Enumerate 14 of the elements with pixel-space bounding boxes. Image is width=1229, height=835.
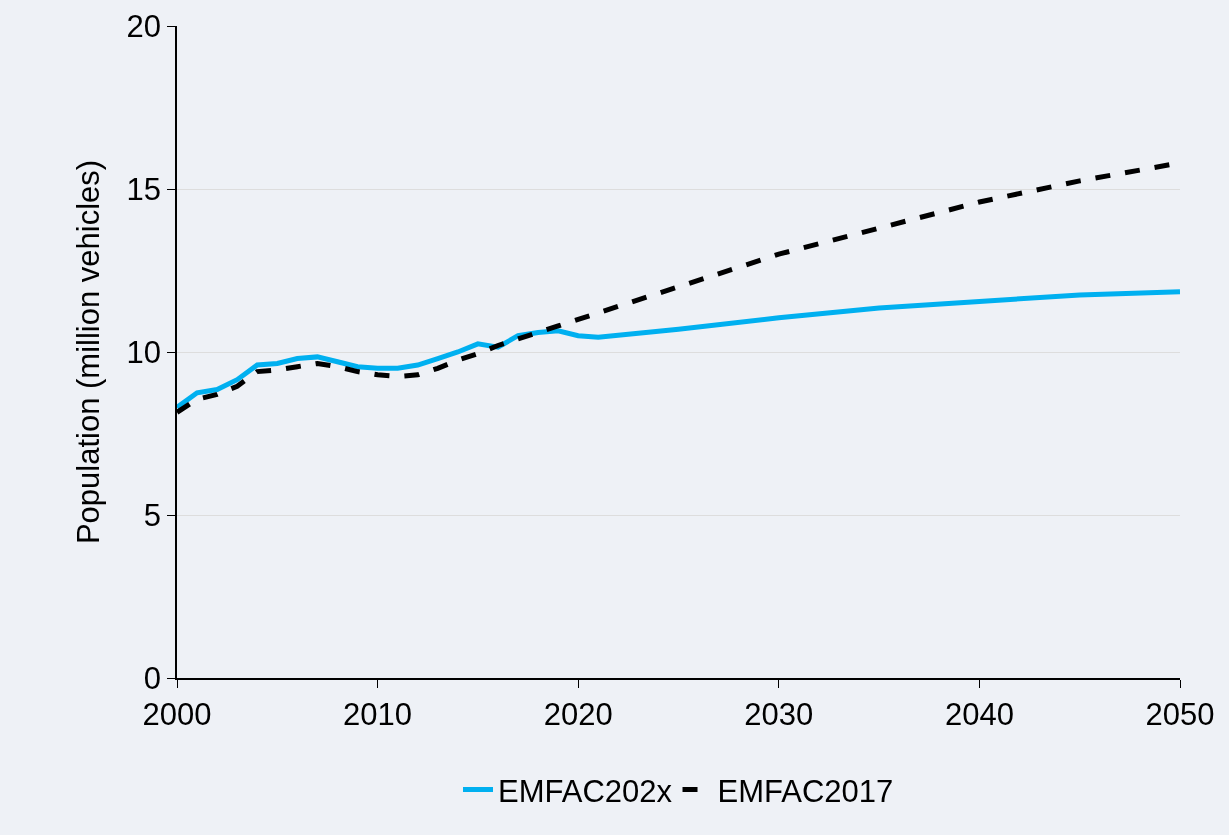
y-tick-label: 5 xyxy=(143,497,162,533)
y-axis-title: Population (million vehicles) xyxy=(70,159,106,545)
x-tick-label: 2010 xyxy=(343,696,413,732)
legend-label: EMFAC2017 xyxy=(717,773,894,809)
y-tick-label: 10 xyxy=(126,334,162,370)
x-tick-label: 2030 xyxy=(744,696,814,732)
y-tick-label: 0 xyxy=(143,660,162,696)
y-tick-label: 15 xyxy=(126,171,162,207)
legend-label: EMFAC202x xyxy=(498,773,673,809)
x-tick-label: 2040 xyxy=(944,696,1014,732)
y-tick-label: 20 xyxy=(126,8,162,44)
x-tick-label: 2000 xyxy=(142,696,212,732)
x-tick-label: 2020 xyxy=(543,696,613,732)
x-tick-label: 2050 xyxy=(1145,696,1215,732)
